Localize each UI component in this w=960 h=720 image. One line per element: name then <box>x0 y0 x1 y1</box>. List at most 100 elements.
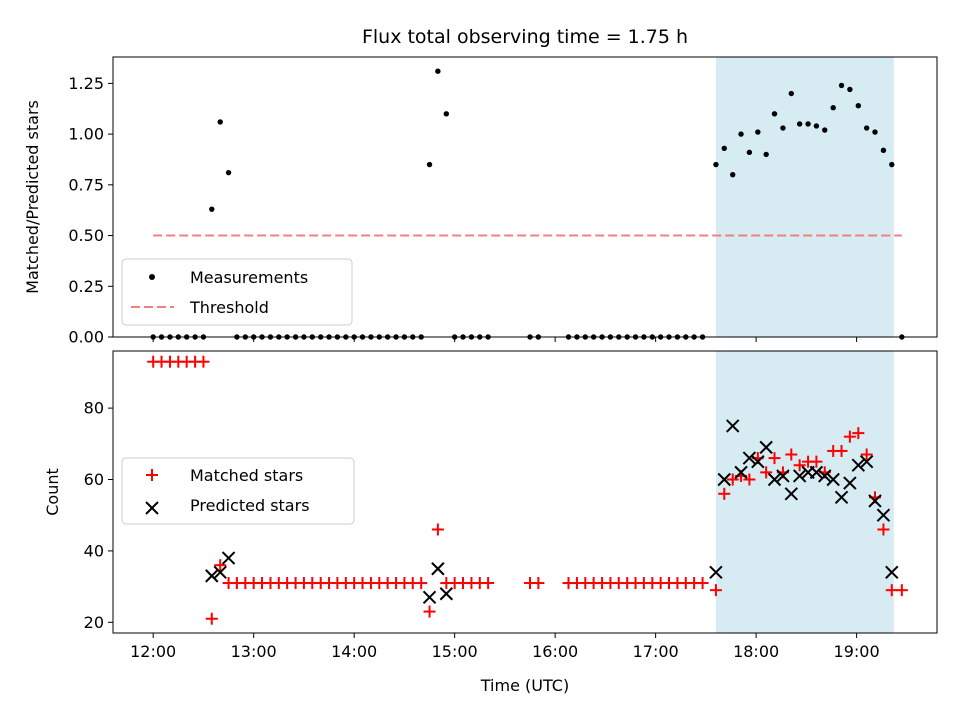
matched-stars-point <box>197 355 210 368</box>
measurement-point <box>847 86 853 93</box>
measurement-point <box>730 171 736 178</box>
x-axis-label: Time (UTC) <box>480 676 569 695</box>
y-tick-label: 0.50 <box>68 226 104 245</box>
matched-stars-point <box>785 448 798 461</box>
top-legend-box <box>121 258 353 326</box>
matched-stars-point <box>885 584 898 597</box>
top-panel: 0.00 0.25 0.50 0.75 1.00 1.25 Flux total obse… <box>23 26 938 347</box>
y-tick: 40 <box>84 541 113 560</box>
matched-stars-point <box>726 473 739 486</box>
x-tick-label: 19:00 <box>834 642 880 661</box>
predicted-stars-point <box>885 565 899 580</box>
y-tick: 1.25 <box>68 74 113 93</box>
predicted-stars-point <box>431 562 445 576</box>
top-highlight-span <box>715 57 894 337</box>
y-tick-label: 0.25 <box>68 277 104 296</box>
y-tick: 80 <box>84 399 113 418</box>
legend-predicted-label: Predicted stars <box>190 496 310 515</box>
matched-stars-point <box>843 430 856 443</box>
x-tick-label: 16:00 <box>532 642 578 661</box>
measurement-point <box>788 90 794 97</box>
measurement-point <box>755 129 761 135</box>
predicted-stars-point <box>759 440 773 455</box>
measurement-point <box>805 121 811 127</box>
x-tick-label: 12:00 <box>130 642 176 661</box>
x-tick: 17:00 <box>633 633 679 661</box>
predicted-stars-point <box>792 469 807 483</box>
measurement-point <box>863 125 870 131</box>
measurement-point <box>771 111 778 117</box>
predicted-stars-point <box>221 551 236 565</box>
matched-stars-point <box>810 455 823 468</box>
bottom-legend: Matched stars Predicted stars <box>121 457 355 525</box>
predicted-stars-point <box>809 465 824 480</box>
measurement-point <box>880 147 887 154</box>
predicted-stars-point <box>734 465 748 480</box>
x-tick-label: 14:00 <box>331 642 377 661</box>
matched-stars-point <box>743 473 756 486</box>
x-tick-label: 13:00 <box>231 642 277 661</box>
measurement-point <box>443 111 450 117</box>
x-tick-label: 18:00 <box>733 642 779 661</box>
y-tick: 0.75 <box>68 175 113 194</box>
matched-stars-point <box>696 577 709 590</box>
bottom-highlight-span <box>715 351 894 633</box>
matched-stars-point <box>205 612 218 625</box>
matched-stars-point <box>718 487 731 500</box>
x-tick: 19:00 <box>834 633 880 661</box>
matched-stars-point <box>835 444 848 457</box>
matched-stars-point <box>768 452 781 465</box>
y-tick-label: 20 <box>84 613 104 632</box>
y-tick-label: 1.25 <box>68 74 104 93</box>
top-legend: Measurements Threshold <box>121 258 353 326</box>
predicted-stars-point <box>213 565 227 580</box>
bottom-plot-frame <box>112 350 938 634</box>
matched-stars-point <box>860 448 873 461</box>
measurement-point <box>838 82 845 89</box>
matched-stars-point <box>793 459 806 472</box>
predicted-stars-point <box>709 565 723 580</box>
bottom-data-points <box>147 355 908 625</box>
measurement-point <box>217 119 223 125</box>
matched-stars-point <box>852 427 865 440</box>
x-tick: 18:00 <box>733 633 779 661</box>
predicted-stars-point <box>859 454 874 469</box>
predicted-stars-point <box>742 451 757 465</box>
predicted-stars-point <box>422 590 437 605</box>
x-tick: 16:00 <box>532 633 578 661</box>
y-tick: 60 <box>84 470 113 489</box>
predicted-stars-point <box>784 487 798 501</box>
matched-stars-point <box>415 577 428 590</box>
x-tick: 15:00 <box>432 633 478 661</box>
measurement-point <box>209 206 215 212</box>
legend-measurements-marker <box>149 274 155 280</box>
y-tick-label: 80 <box>84 399 104 418</box>
predicted-stars-point <box>876 508 891 522</box>
matched-stars-point <box>482 577 495 590</box>
matched-stars-point <box>431 523 444 536</box>
y-tick: 0.25 <box>68 277 113 296</box>
predicted-stars-point <box>834 490 849 505</box>
predicted-stars-point <box>851 458 866 472</box>
x-tick: 13:00 <box>231 633 277 661</box>
y-tick-label: 0.00 <box>68 328 104 347</box>
matched-stars-point <box>895 584 908 597</box>
top-plot-frame <box>112 56 938 338</box>
top-y-ticks: 0.00 0.25 0.50 0.75 1.00 1.25 <box>68 74 113 347</box>
x-tick-label: 15:00 <box>432 642 478 661</box>
legend-matched-marker <box>146 469 158 481</box>
x-tick-label: 17:00 <box>633 642 679 661</box>
matched-stars-point <box>877 523 890 536</box>
legend-predicted-marker <box>145 501 159 515</box>
measurement-point <box>738 131 744 137</box>
bottom-legend-box <box>121 457 355 525</box>
matched-stars-point <box>532 577 545 590</box>
predicted-stars-point <box>843 476 857 490</box>
predicted-stars-point <box>776 469 790 483</box>
top-x-ticks <box>152 337 858 342</box>
bottom-x-ticks: 12:00 13:00 14:00 15:00 16:00 17:00 18:00 19:00 <box>130 633 880 661</box>
measurement-point <box>822 127 828 133</box>
top-y-axis-label: Matched/Predicted stars <box>23 100 42 294</box>
